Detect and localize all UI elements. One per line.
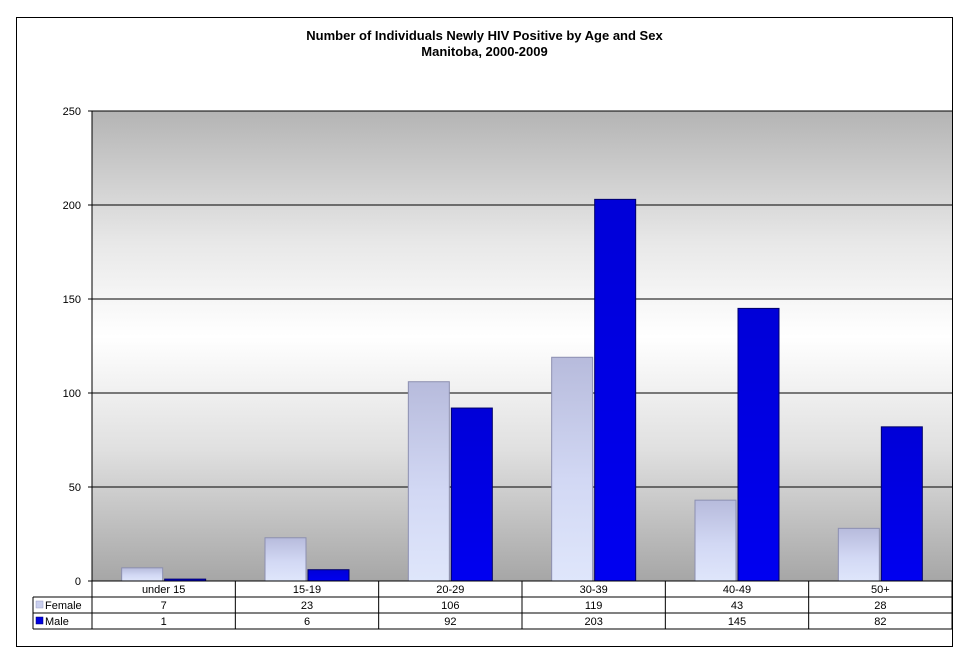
bar-female bbox=[264, 537, 307, 582]
bar-female bbox=[837, 527, 880, 582]
bar-male bbox=[307, 569, 350, 582]
bar-female bbox=[407, 381, 450, 582]
bar-male bbox=[450, 407, 493, 582]
data-value: 43 bbox=[731, 600, 743, 612]
bar-chart: 0 50 100 150 200 250 under 15 15-19 20-29 30-39 4… bbox=[32, 106, 952, 630]
y-tick-label: 100 bbox=[63, 388, 81, 400]
data-value: 203 bbox=[584, 616, 602, 628]
data-value: 28 bbox=[874, 600, 886, 612]
data-value: 82 bbox=[874, 616, 886, 628]
data-value: 145 bbox=[728, 616, 746, 628]
bar-male bbox=[737, 307, 780, 582]
bar-female bbox=[121, 567, 164, 582]
y-tick-label: 0 bbox=[75, 576, 81, 588]
y-tick-label: 200 bbox=[63, 200, 81, 212]
data-value: 23 bbox=[301, 600, 313, 612]
category-label: 50+ bbox=[871, 584, 890, 596]
bar-female bbox=[694, 499, 737, 582]
chart-frame: Number of Individuals Newly HIV Positive… bbox=[16, 17, 953, 647]
legend-swatch-male bbox=[35, 616, 44, 625]
category-label: 15-19 bbox=[293, 584, 321, 596]
data-table: under 15 15-19 20-29 30-39 40-49 50+ Female 7 23… bbox=[32, 580, 952, 630]
data-value: 119 bbox=[585, 600, 603, 612]
chart-subtitle: Manitoba, 2000-2009 bbox=[421, 44, 548, 59]
bar-female bbox=[551, 356, 594, 582]
data-value: 92 bbox=[444, 616, 456, 628]
data-value: 106 bbox=[441, 600, 459, 612]
y-tick-label: 50 bbox=[69, 482, 81, 494]
legend-label: Male bbox=[45, 616, 69, 628]
data-value: 1 bbox=[161, 616, 167, 628]
y-axis: 0 50 100 150 200 250 bbox=[63, 106, 93, 588]
y-tick-label: 150 bbox=[63, 294, 81, 306]
bar-male bbox=[880, 426, 923, 582]
chart-title: Number of Individuals Newly HIV Positive… bbox=[17, 28, 952, 60]
legend-label: Female bbox=[45, 600, 82, 612]
category-label: 20-29 bbox=[436, 584, 464, 596]
legend-swatch-female bbox=[35, 600, 44, 609]
y-tick-label: 250 bbox=[63, 106, 81, 118]
chart-title-line1: Number of Individuals Newly HIV Positive… bbox=[306, 28, 663, 43]
bars bbox=[121, 198, 923, 582]
bar-male bbox=[594, 198, 637, 582]
category-label: 30-39 bbox=[580, 584, 608, 596]
category-label: under 15 bbox=[142, 584, 185, 596]
category-label: 40-49 bbox=[723, 584, 751, 596]
plot-area bbox=[92, 111, 952, 581]
data-value: 6 bbox=[304, 616, 310, 628]
data-value: 7 bbox=[161, 600, 167, 612]
